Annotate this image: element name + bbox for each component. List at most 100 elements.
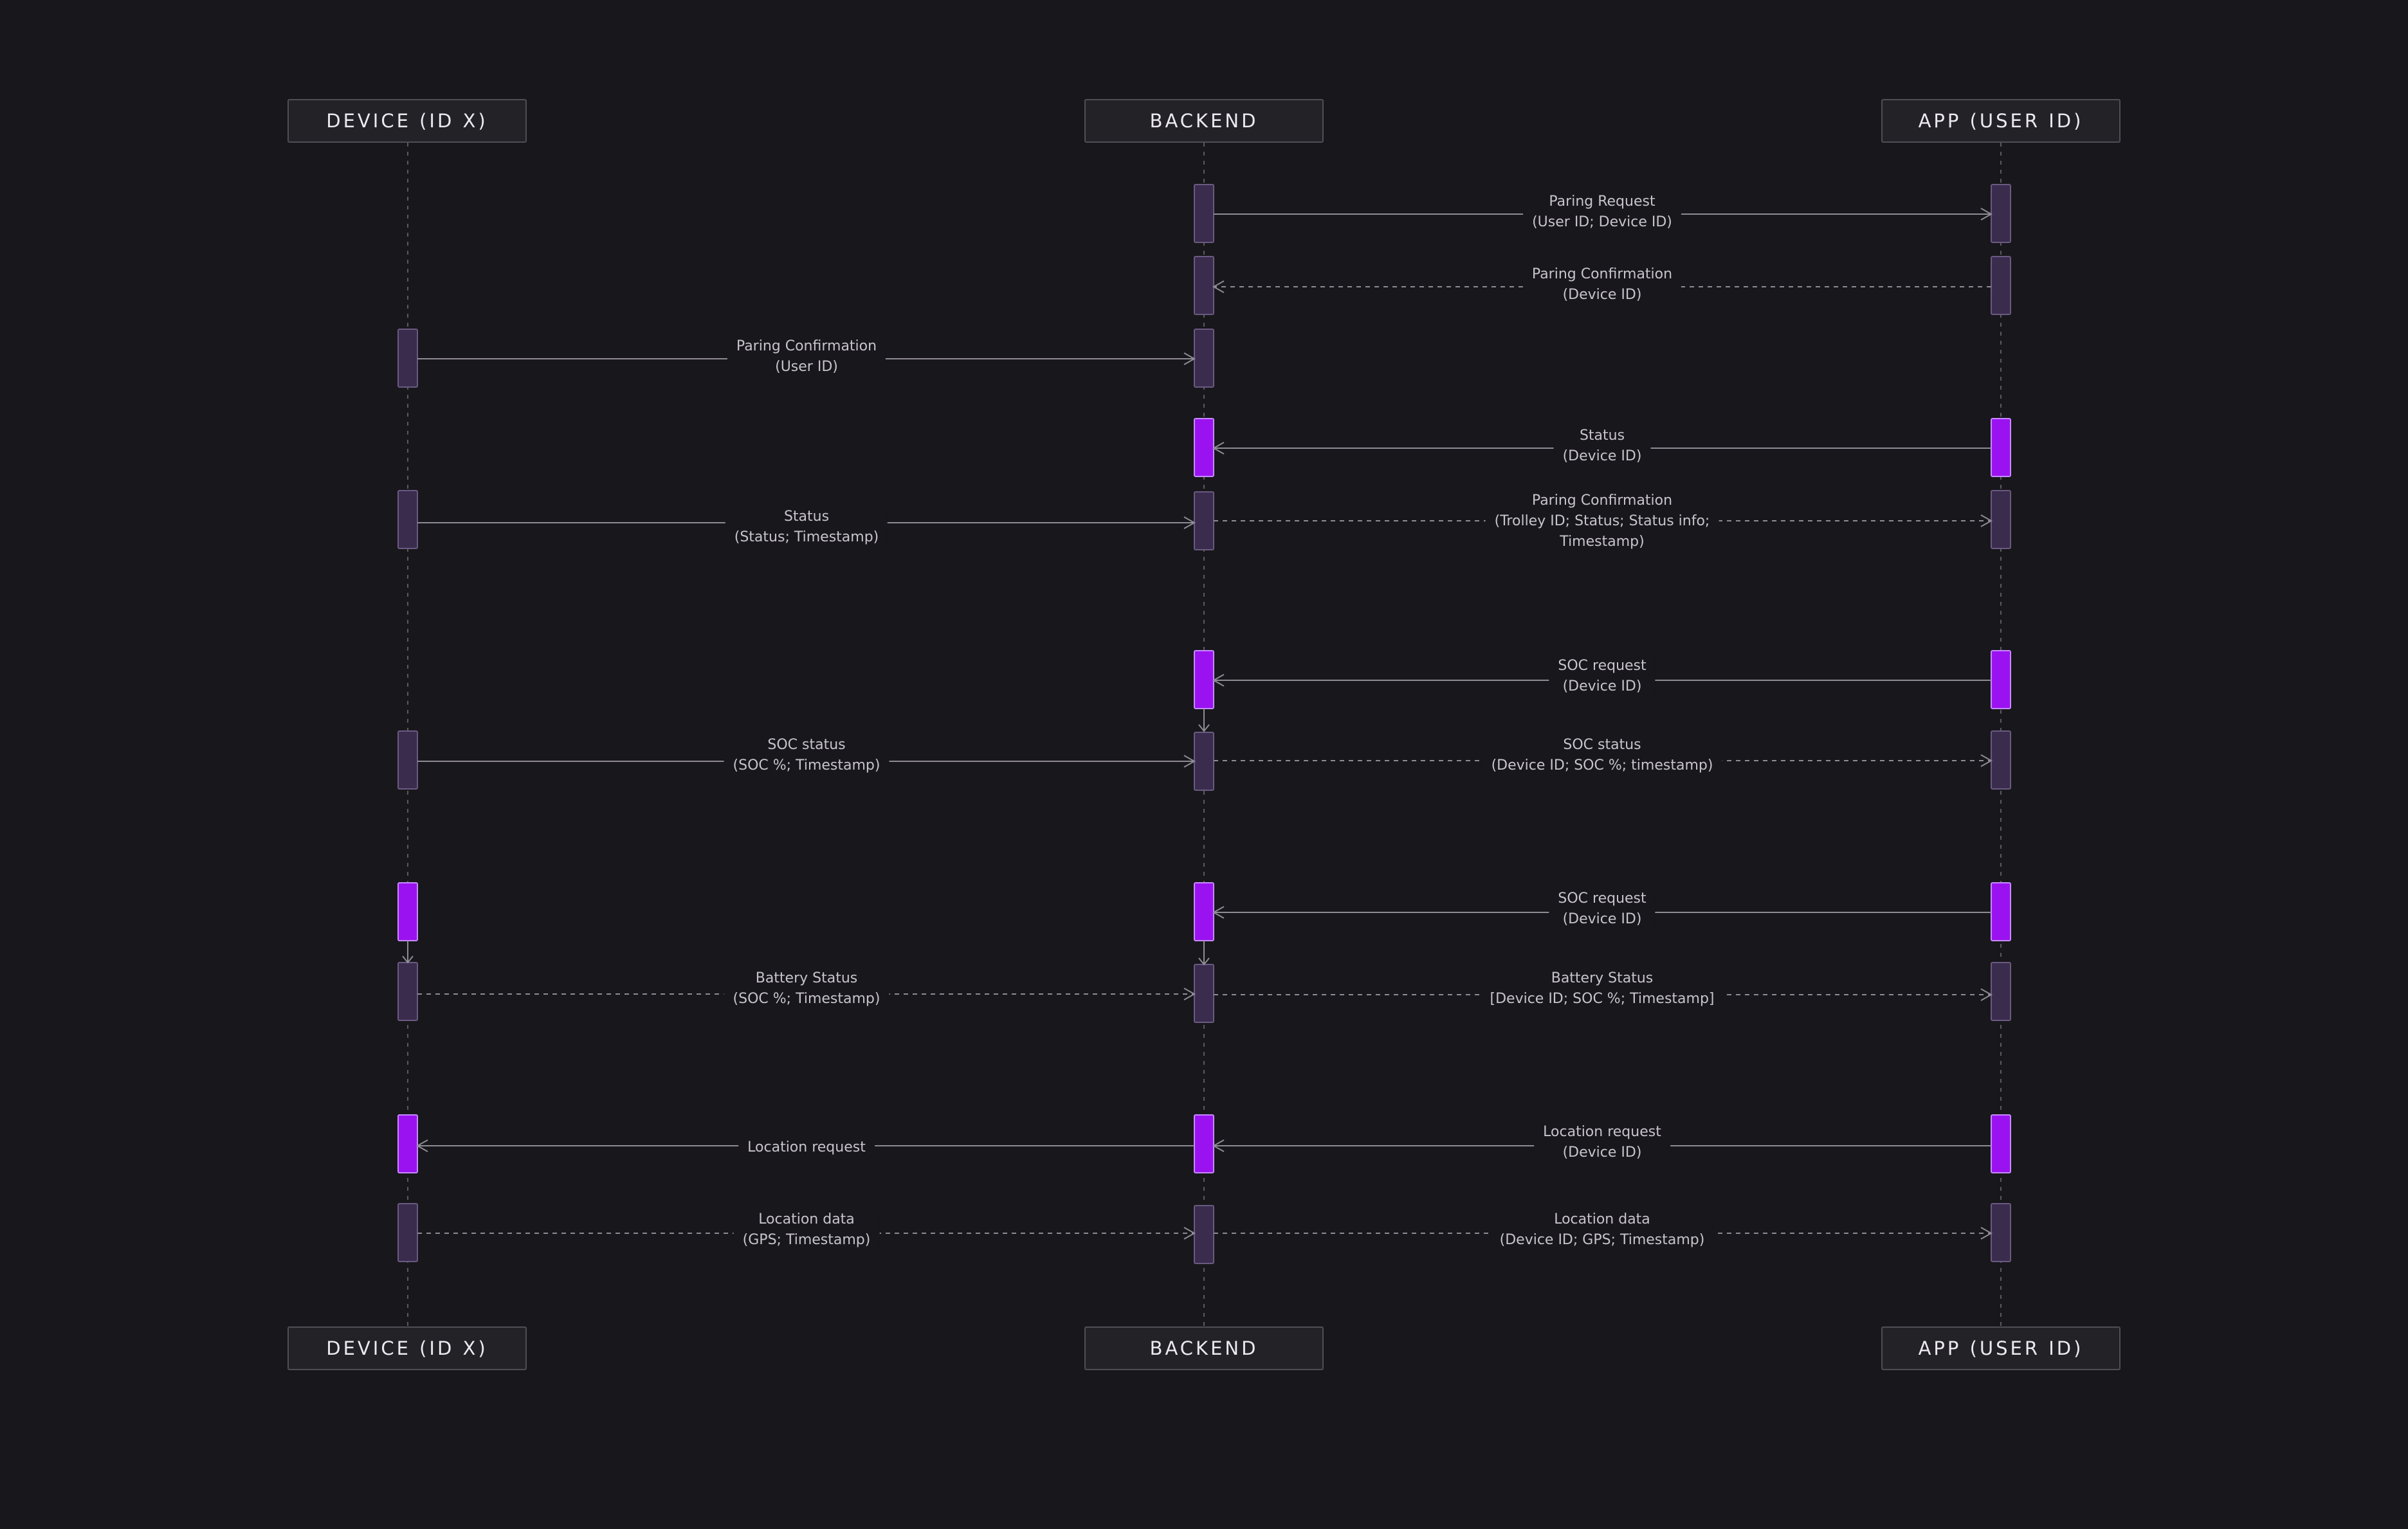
participant-header-device-bottom: DEVICE (ID X): [287, 1326, 527, 1370]
message-label-line: Location data: [758, 1211, 855, 1227]
message-label-line: (Device ID; SOC %; timestamp): [1491, 757, 1713, 774]
message-label-16: Location data (Device ID; GPS; Timestamp): [1490, 1209, 1714, 1251]
message-arrowhead-7: [1212, 674, 1225, 687]
message-label-12: Battery Status [Device ID; SOC %; Timesta…: [1481, 968, 1724, 1009]
activation-box-device: [397, 1114, 418, 1173]
message-arrowhead-1: [1980, 208, 1993, 221]
message-label-2: Paring Confirmation (Device ID): [1522, 264, 1682, 305]
message-label-5: Status (Status; Timestamp): [725, 507, 888, 548]
activation-box-device: [397, 962, 418, 1021]
message-label-6: Paring Confirmation (Trolley ID; Status; …: [1485, 491, 1719, 552]
activation-box-backend: [1194, 1205, 1214, 1264]
activation-box-backend: [1194, 1114, 1214, 1173]
message-arrowhead-2: [1212, 280, 1225, 293]
message-arrowhead-10: [1212, 906, 1225, 919]
message-label-line: (Device ID): [1562, 448, 1642, 464]
message-arrowhead-8: [1183, 755, 1196, 768]
activation-box-app: [1991, 256, 2011, 315]
message-arrowhead-15: [1183, 1227, 1196, 1240]
internal-arrowhead-backend: [1198, 724, 1210, 732]
activation-box-backend: [1194, 650, 1214, 709]
message-label-line: SOC status: [1563, 737, 1641, 753]
message-label-15: Location data (GPS; Timestamp): [733, 1209, 880, 1251]
internal-arrowhead-device: [402, 955, 414, 964]
activation-box-backend: [1194, 184, 1214, 243]
message-label-line: Location request: [1543, 1124, 1661, 1140]
message-arrowhead-3: [1183, 352, 1196, 365]
message-label-line: SOC request: [1558, 658, 1646, 674]
message-label-line: Status: [783, 509, 830, 525]
activation-box-app: [1991, 418, 2011, 477]
message-arrowhead-14: [1212, 1139, 1225, 1152]
message-label-8: SOC status (SOC %; Timestamp): [724, 735, 889, 776]
message-label-line: Paring Confirmation: [1531, 493, 1673, 509]
message-label-line: (User ID; Device ID): [1532, 214, 1672, 230]
activation-box-app: [1991, 882, 2011, 941]
message-arrowhead-4: [1212, 442, 1225, 455]
message-arrowhead-5: [1183, 516, 1196, 529]
message-label-line: (Device ID): [1562, 1144, 1642, 1161]
activation-box-backend: [1194, 491, 1214, 550]
message-label-line: (Device ID): [1562, 911, 1642, 927]
message-arrowhead-6: [1980, 514, 1993, 527]
message-arrowhead-16: [1980, 1227, 1993, 1240]
activation-box-backend: [1194, 882, 1214, 941]
message-label-4: Status (Device ID): [1553, 426, 1651, 467]
message-label-line: Paring Confirmation: [1531, 266, 1673, 282]
activation-box-backend: [1194, 256, 1214, 315]
message-label-line: Status: [1579, 428, 1625, 444]
message-label-line: Timestamp): [1560, 534, 1645, 550]
activation-box-backend: [1194, 732, 1214, 791]
message-label-line: Paring Confirmation: [736, 338, 877, 354]
message-label-line: [Device ID; SOC %; Timestamp]: [1490, 991, 1715, 1007]
message-label-line: (Device ID; GPS; Timestamp): [1499, 1232, 1705, 1248]
activation-box-backend: [1194, 418, 1214, 477]
message-label-line: SOC status: [767, 737, 846, 753]
message-label-line: SOC request: [1558, 891, 1646, 907]
internal-arrowhead-backend: [1198, 957, 1210, 966]
message-label-line: (SOC %; Timestamp): [733, 991, 880, 1007]
message-label-13: Location request: [738, 1137, 875, 1158]
message-label-line: Location data: [1554, 1211, 1650, 1227]
message-label-line: (Status; Timestamp): [734, 529, 879, 545]
message-arrowhead-11: [1183, 988, 1196, 1000]
activation-box-backend: [1194, 964, 1214, 1023]
message-label-line: Paring Request: [1549, 194, 1656, 210]
message-arrowhead-9: [1980, 754, 1993, 767]
message-label-line: (GPS; Timestamp): [742, 1232, 871, 1248]
activation-box-app: [1991, 730, 2011, 790]
message-arrowhead-13: [415, 1139, 428, 1152]
activation-box-app: [1991, 962, 2011, 1021]
participant-header-backend-bottom: BACKEND: [1084, 1326, 1324, 1370]
activation-box-device: [397, 730, 418, 790]
activation-box-app: [1991, 650, 2011, 709]
message-label-3: Paring Confirmation (User ID): [727, 336, 886, 377]
message-label-1: Paring Request (User ID; Device ID): [1523, 192, 1681, 233]
message-label-line: Battery Status: [1551, 970, 1654, 986]
activation-box-backend: [1194, 329, 1214, 388]
activation-box-device: [397, 882, 418, 941]
activation-box-app: [1991, 1114, 2011, 1173]
participant-header-backend-top: BACKEND: [1084, 99, 1324, 143]
activation-box-device: [397, 1203, 418, 1262]
message-label-line: (Device ID): [1562, 678, 1642, 694]
activation-box-app: [1991, 184, 2011, 243]
message-label-7: SOC request (Device ID): [1549, 656, 1656, 697]
participant-header-app-top: APP (USER ID): [1881, 99, 2121, 143]
message-label-line: (Trolley ID; Status; Status info;: [1494, 513, 1710, 529]
message-label-line: Battery Status: [755, 970, 858, 986]
activation-box-app: [1991, 490, 2011, 549]
message-label-line: (SOC %; Timestamp): [733, 757, 880, 774]
message-label-9: SOC status (Device ID; SOC %; timestamp): [1482, 735, 1722, 776]
activation-box-device: [397, 329, 418, 388]
message-label-11: Battery Status (SOC %; Timestamp): [724, 968, 889, 1009]
activation-box-device: [397, 490, 418, 549]
message-label-10: SOC request (Device ID): [1549, 889, 1656, 930]
message-label-line: (User ID): [775, 359, 838, 375]
message-label-line: Location request: [747, 1139, 866, 1155]
participant-header-device-top: DEVICE (ID X): [287, 99, 527, 143]
message-label-14: Location request (Device ID): [1534, 1122, 1670, 1163]
activation-box-app: [1991, 1203, 2011, 1262]
